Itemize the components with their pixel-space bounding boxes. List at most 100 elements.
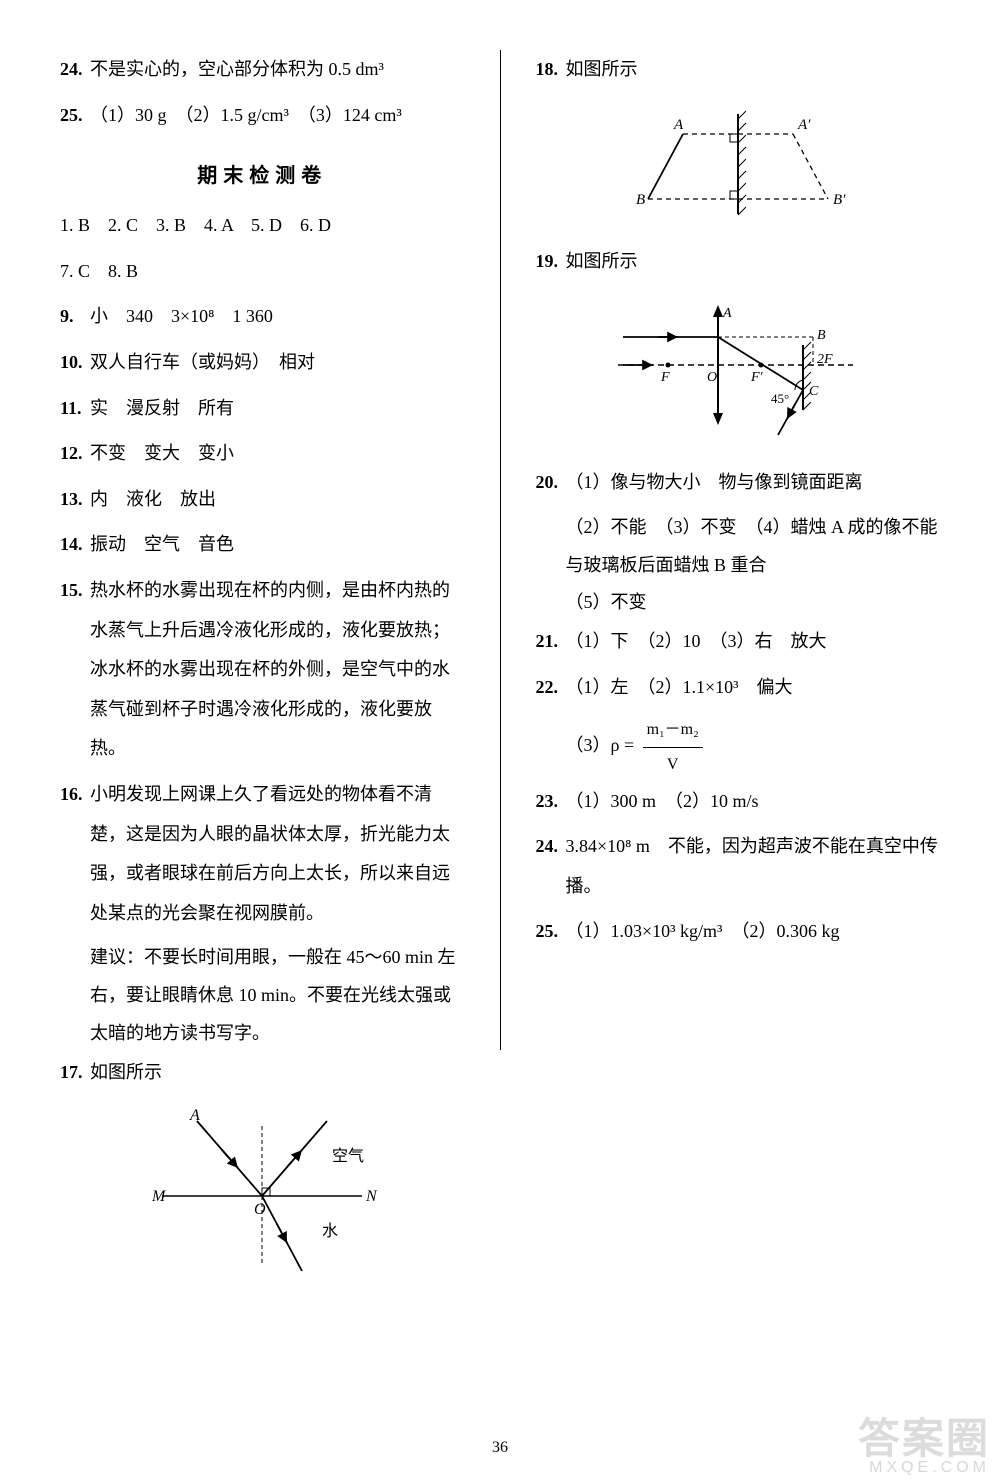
- item-24: 24. 3.84×10⁸ m 不能，因为超声波不能在真空中传播。: [536, 827, 941, 906]
- item-number: 24.: [536, 827, 566, 906]
- item-18: 18. 如图所示: [536, 50, 941, 90]
- item-21: 21. （1）下 （2）10 （3）右 放大: [536, 622, 941, 662]
- figure-17: A M N O 空气 水: [60, 1106, 465, 1276]
- svg-text:2F: 2F: [817, 352, 833, 367]
- svg-text:A: A: [722, 306, 732, 321]
- item-text: （1）1.03×10³ kg/m³ （2）0.306 kg: [566, 912, 941, 952]
- item-text: 如图所示: [566, 242, 941, 282]
- item-14: 14. 振动 空气 音色: [60, 525, 465, 565]
- right-column: 18. 如图所示: [536, 50, 941, 1050]
- svg-text:B: B: [636, 192, 645, 208]
- item-text: 不是实心的，空心部分体积为 0.5 dm³: [90, 50, 465, 90]
- watermark-sub: MXQE.COM: [858, 1460, 990, 1476]
- svg-text:O: O: [707, 370, 717, 385]
- item-number: 24.: [60, 50, 90, 90]
- item-text: 小明发现上网课上久了看远处的物体看不清楚，这是因为人眼的晶状体太厚，折光能力太强…: [90, 775, 465, 933]
- fraction-icon: m₁－m₂ V: [643, 713, 703, 781]
- item-text: 振动 空气 音色: [90, 525, 465, 565]
- svg-text:45°: 45°: [771, 391, 789, 406]
- watermark: 答案圈 MXQE.COM: [858, 1418, 990, 1476]
- figure-18: A A′ B B′: [536, 104, 941, 224]
- item-text: 内 液化 放出: [90, 480, 465, 520]
- fraction-numerator: m₁－m₂: [643, 713, 703, 748]
- item-9: 9. 小 340 3×10⁸ 1 360: [60, 297, 465, 337]
- column-divider: [500, 50, 501, 1050]
- lens-ray-diagram-icon: A B F O F′ 2F C 45°: [603, 295, 873, 445]
- item-22-formula: （3）ρ = m₁－m₂ V: [566, 713, 941, 781]
- item-24-top: 24. 不是实心的，空心部分体积为 0.5 dm³: [60, 50, 465, 90]
- svg-text:B′: B′: [833, 192, 846, 208]
- item-text: （1）300 m （2）10 m/s: [566, 782, 941, 822]
- svg-text:A′: A′: [797, 117, 811, 133]
- item-text: （1）下 （2）10 （3）右 放大: [566, 622, 941, 662]
- item-text: 如图所示: [566, 50, 941, 90]
- item-text: （1）30 g （2）1.5 g/cm³ （3）124 cm³: [90, 96, 465, 136]
- left-column: 24. 不是实心的，空心部分体积为 0.5 dm³ 25. （1）30 g （2…: [60, 50, 465, 1050]
- item-15: 15. 热水杯的水雾出现在杯的内侧，是由杯内热的水蒸气上升后遇冷液化形成的，液化…: [60, 571, 465, 769]
- item-text: 如图所示: [90, 1053, 465, 1093]
- item-19: 19. 如图所示: [536, 242, 941, 282]
- item-text: 热水杯的水雾出现在杯的内侧，是由杯内热的水蒸气上升后遇冷液化形成的，液化要放热；…: [90, 571, 465, 769]
- item-20-part5: （5）不变: [566, 584, 941, 622]
- item-12: 12. 不变 变大 变小: [60, 434, 465, 474]
- item-11: 11. 实 漫反射 所有: [60, 389, 465, 429]
- svg-text:B: B: [817, 328, 826, 343]
- watermark-main: 答案圈: [858, 1418, 990, 1460]
- formula-prefix: （3）ρ =: [566, 736, 635, 756]
- figure-19: A B F O F′ 2F C 45°: [536, 295, 941, 445]
- svg-text:A: A: [189, 1107, 200, 1124]
- svg-text:F: F: [660, 370, 670, 385]
- item-number: 12.: [60, 434, 90, 474]
- item-text: 双人自行车（或妈妈） 相对: [90, 343, 465, 383]
- item-number: 20.: [536, 463, 566, 503]
- item-25-top: 25. （1）30 g （2）1.5 g/cm³ （3）124 cm³: [60, 96, 465, 136]
- item-text: （1）像与物大小 物与像到镜面距离: [566, 463, 941, 503]
- item-text: 实 漫反射 所有: [90, 389, 465, 429]
- item-22: 22. （1）左 （2）1.1×10³ 偏大: [536, 668, 941, 708]
- item-23: 23. （1）300 m （2）10 m/s: [536, 782, 941, 822]
- svg-text:C: C: [809, 384, 819, 399]
- mc-answers-row1: 1. B 2. C 3. B 4. A 5. D 6. D: [60, 206, 465, 246]
- item-number: 15.: [60, 571, 90, 769]
- svg-text:N: N: [365, 1188, 378, 1205]
- item-number: 11.: [60, 389, 90, 429]
- item-16-suggestion: 建议：不要长时间用眼，一般在 45～60 min 左右，要让眼睛休息 10 mi…: [90, 939, 465, 1052]
- item-20-part2: （2）不能 （3）不变 （4）蜡烛 A 成的像不能与玻璃板后面蜡烛 B 重合: [566, 509, 941, 585]
- refraction-diagram-icon: A M N O 空气 水: [142, 1106, 382, 1276]
- item-20: 20. （1）像与物大小 物与像到镜面距离: [536, 463, 941, 503]
- item-25: 25. （1）1.03×10³ kg/m³ （2）0.306 kg: [536, 912, 941, 952]
- item-number: 16.: [60, 775, 90, 933]
- item-number: 13.: [60, 480, 90, 520]
- svg-text:O: O: [254, 1201, 266, 1218]
- item-number: 10.: [60, 343, 90, 383]
- item-text: （1）左 （2）1.1×10³ 偏大: [566, 668, 941, 708]
- mc-answers-row2: 7. C 8. B: [60, 252, 465, 292]
- item-number: 22.: [536, 668, 566, 708]
- svg-text:水: 水: [322, 1222, 338, 1240]
- svg-text:M: M: [151, 1188, 167, 1205]
- item-17: 17. 如图所示: [60, 1053, 465, 1093]
- item-number: 25.: [536, 912, 566, 952]
- svg-text:空气: 空气: [332, 1147, 364, 1165]
- item-text: 3.84×10⁸ m 不能，因为超声波不能在真空中传播。: [566, 827, 941, 906]
- item-10: 10. 双人自行车（或妈妈） 相对: [60, 343, 465, 383]
- item-number: 17.: [60, 1053, 90, 1093]
- svg-text:F′: F′: [750, 370, 764, 385]
- section-title: 期末检测卷: [60, 159, 465, 188]
- page-root: 24. 不是实心的，空心部分体积为 0.5 dm³ 25. （1）30 g （2…: [0, 0, 1000, 1482]
- two-column-layout: 24. 不是实心的，空心部分体积为 0.5 dm³ 25. （1）30 g （2…: [60, 50, 940, 1050]
- fraction-denominator: V: [643, 748, 703, 782]
- item-number: 14.: [60, 525, 90, 565]
- page-number: 36: [0, 1439, 1000, 1457]
- item-text: 小 340 3×10⁸ 1 360: [90, 297, 465, 337]
- item-number: 18.: [536, 50, 566, 90]
- item-number: 9.: [60, 297, 90, 337]
- svg-text:A: A: [673, 117, 684, 133]
- item-number: 25.: [60, 96, 90, 136]
- mirror-image-diagram-icon: A A′ B B′: [608, 104, 868, 224]
- item-text: 不变 变大 变小: [90, 434, 465, 474]
- item-number: 19.: [536, 242, 566, 282]
- item-number: 23.: [536, 782, 566, 822]
- item-number: 21.: [536, 622, 566, 662]
- item-13: 13. 内 液化 放出: [60, 480, 465, 520]
